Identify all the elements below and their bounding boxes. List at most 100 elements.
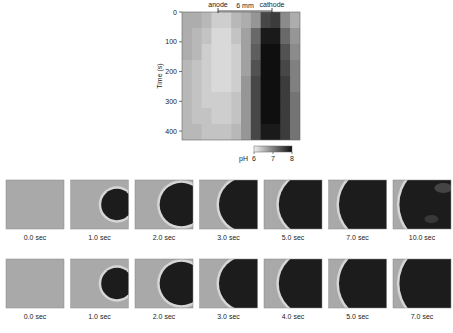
image-panel xyxy=(329,259,387,308)
heatmap-cells xyxy=(182,12,300,140)
halo xyxy=(99,265,129,301)
heat-cell xyxy=(261,108,271,125)
y-tick xyxy=(179,101,182,102)
image-panel xyxy=(135,180,193,229)
image-panel xyxy=(71,180,129,229)
heat-cell xyxy=(202,60,212,77)
heat-cell xyxy=(221,92,231,109)
heat-cell xyxy=(280,76,290,93)
y-tick xyxy=(179,41,182,42)
dark-region xyxy=(399,180,451,229)
heat-cell xyxy=(221,44,231,61)
heat-cell xyxy=(271,124,281,140)
annotation: anode xyxy=(208,1,228,8)
heat-cell xyxy=(231,76,241,93)
heat-cell xyxy=(241,60,251,77)
heat-cell xyxy=(202,44,212,61)
dark-region xyxy=(160,262,193,306)
heat-cell xyxy=(261,92,271,109)
y-tick-label: 0 xyxy=(173,9,177,16)
heat-cell xyxy=(231,44,241,61)
image-panel xyxy=(71,259,129,308)
heat-cell xyxy=(290,124,300,140)
heat-cell xyxy=(231,92,241,109)
colorbar-tick-label: 6 xyxy=(252,155,256,162)
heat-cell xyxy=(221,124,231,140)
panel-border xyxy=(393,180,451,229)
annotation: cathode xyxy=(260,1,285,8)
heat-cell xyxy=(182,60,192,77)
heat-cell xyxy=(271,76,281,93)
heat-cell xyxy=(261,60,271,77)
heat-cell xyxy=(251,28,261,45)
colorbar-tick xyxy=(292,152,293,154)
time-label: 3.0 sec xyxy=(217,313,240,320)
panel-border xyxy=(71,180,129,229)
time-label: 5.0 sec xyxy=(282,234,305,241)
heat-cell xyxy=(231,124,241,140)
heat-cell xyxy=(280,92,290,109)
heat-cell xyxy=(182,108,192,125)
halo xyxy=(336,180,386,229)
heat-cell xyxy=(192,92,202,109)
dark-region xyxy=(279,180,322,229)
texture xyxy=(434,183,451,193)
image-panel xyxy=(6,259,64,308)
heat-cell xyxy=(212,44,222,61)
y-tick xyxy=(179,131,182,132)
heat-cell xyxy=(202,12,212,29)
heat-cell xyxy=(202,28,212,45)
halo xyxy=(397,180,451,229)
bracket-end xyxy=(272,8,273,13)
heat-cell xyxy=(280,108,290,125)
y-axis-label: Time (s) xyxy=(156,63,164,88)
image-panel xyxy=(200,259,258,308)
dark-region xyxy=(279,259,322,308)
heat-cell xyxy=(212,92,222,109)
halo xyxy=(276,180,322,229)
heat-cell xyxy=(192,108,202,125)
heat-cell xyxy=(290,76,300,93)
time-label: 1.0 sec xyxy=(88,313,111,320)
panel-border xyxy=(329,259,387,308)
heat-cell xyxy=(290,44,300,61)
heat-cell xyxy=(251,76,261,93)
panel-border xyxy=(71,259,129,308)
heat-cell xyxy=(280,60,290,77)
image-panel xyxy=(393,259,451,308)
time-label: 2.0 sec xyxy=(153,313,176,320)
heat-cell xyxy=(271,44,281,61)
image-panel xyxy=(6,180,64,229)
heat-cell xyxy=(251,12,261,29)
heat-cell xyxy=(271,92,281,109)
dark-region xyxy=(219,180,258,229)
halo xyxy=(336,259,386,308)
heat-cell xyxy=(221,76,231,93)
heat-cell xyxy=(261,76,271,93)
colorbar xyxy=(254,146,292,152)
heat-cell xyxy=(182,44,192,61)
heat-cell xyxy=(221,108,231,125)
dark-region xyxy=(101,189,128,220)
y-tick xyxy=(179,12,182,13)
y-tick-label: 200 xyxy=(165,68,177,75)
time-label: 1.0 sec xyxy=(88,234,111,241)
heat-cell xyxy=(251,60,261,77)
heat-cell xyxy=(271,12,281,29)
heat-cell xyxy=(192,44,202,61)
heat-cell xyxy=(251,92,261,109)
colorbar-label: pH xyxy=(239,155,248,163)
heat-cell xyxy=(221,28,231,45)
y-tick xyxy=(179,71,182,72)
heat-cell xyxy=(182,28,192,45)
dark-region xyxy=(160,183,193,227)
bracket-end xyxy=(218,8,219,13)
dark-region xyxy=(101,268,128,299)
heat-cell xyxy=(231,108,241,125)
heat-cell xyxy=(182,92,192,109)
dark-region xyxy=(339,259,387,308)
heat-cell xyxy=(280,28,290,45)
image-panel xyxy=(135,259,193,308)
heat-cell xyxy=(290,28,300,45)
halo xyxy=(397,259,451,308)
